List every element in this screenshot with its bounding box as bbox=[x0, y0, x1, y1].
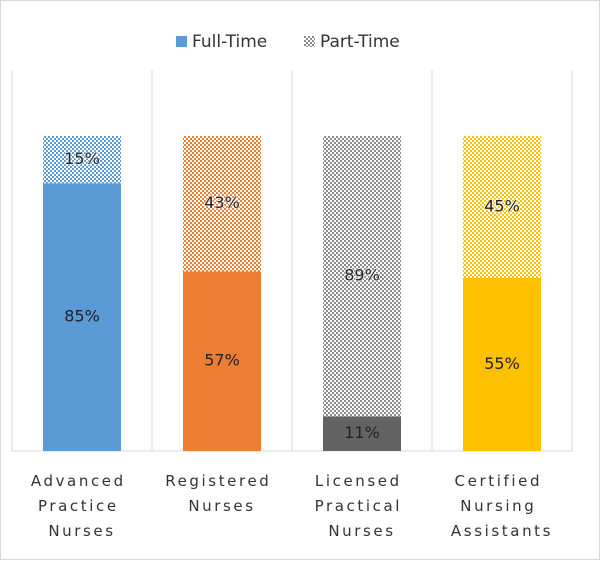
bar-segment bbox=[183, 136, 261, 272]
bar-segment bbox=[43, 136, 121, 184]
bar-segment bbox=[323, 416, 401, 451]
legend-swatch bbox=[176, 36, 187, 47]
bar-segment bbox=[323, 136, 401, 417]
data-label: 43% bbox=[204, 193, 240, 212]
bar-segment bbox=[463, 136, 541, 278]
legend-swatch bbox=[304, 36, 315, 47]
data-label: 11% bbox=[344, 423, 380, 442]
legend-label: Full-Time bbox=[192, 32, 267, 52]
x-tick-label: Registered Nurses bbox=[165, 472, 279, 515]
x-tick-label: Certified Nursing Assistants bbox=[451, 472, 553, 540]
bar-segment bbox=[183, 271, 261, 451]
data-label: 89% bbox=[344, 266, 380, 285]
x-tick-label: Advanced Practice Nurses bbox=[31, 472, 133, 540]
data-label: 85% bbox=[64, 307, 100, 326]
data-label: 57% bbox=[204, 351, 240, 370]
data-label: 55% bbox=[484, 354, 520, 373]
bar-segment bbox=[43, 183, 121, 451]
data-label: 45% bbox=[484, 196, 520, 215]
data-label: 15% bbox=[64, 149, 100, 168]
bar-segment bbox=[463, 277, 541, 451]
x-tick-label: Licensed Practical Nurses bbox=[315, 472, 410, 540]
legend-label: Part-Time bbox=[320, 32, 400, 52]
